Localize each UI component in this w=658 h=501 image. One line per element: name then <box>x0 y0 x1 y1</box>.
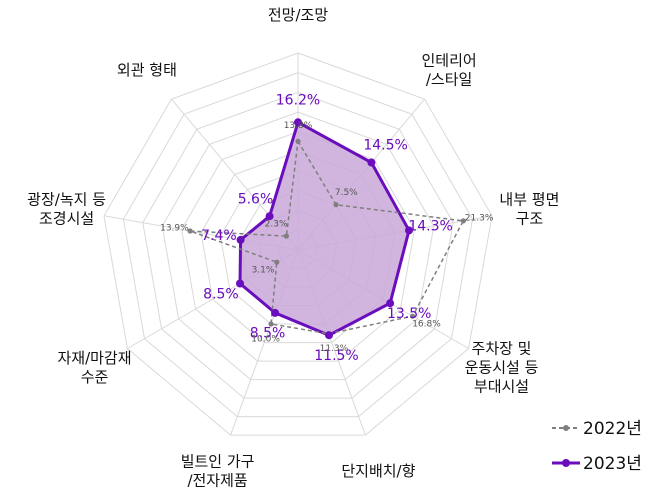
category-label: 내부 평면 구조 <box>499 190 559 227</box>
data-label-2022: 13.9% <box>160 224 189 234</box>
data-label-2022: 2.3% <box>265 219 288 229</box>
data-label-2023: 8.5% <box>250 326 286 342</box>
point-2023 <box>386 299 395 308</box>
point-2022 <box>460 218 466 224</box>
point-2022 <box>283 233 289 239</box>
legend-2022-marker <box>563 425 569 431</box>
grid-ring <box>181 131 415 362</box>
category-label: 단지배치/향 <box>341 461 415 479</box>
data-label-2023: 14.5% <box>363 138 407 154</box>
point-2022 <box>187 228 193 234</box>
data-label-2023: 8.5% <box>203 287 239 303</box>
point-2023 <box>294 118 302 127</box>
series-layer <box>187 118 466 340</box>
data-label-2023: 16.2% <box>276 92 320 108</box>
series-2023-area <box>238 120 411 337</box>
data-label-2022: 13.8% <box>284 121 313 131</box>
category-label: 광장/녹지 등 조경시설 <box>27 190 106 227</box>
point-2022 <box>295 138 301 144</box>
data-label-2022: 11.3% <box>320 344 349 354</box>
point-2023 <box>367 158 376 167</box>
point-2022 <box>268 321 274 327</box>
point-2023 <box>271 308 280 317</box>
category-label: 자재/마감재 수준 <box>57 349 131 386</box>
point-2023 <box>236 235 245 244</box>
category-label: 주차장 및 운동시설 등 부대시설 <box>465 339 539 395</box>
data-label-2023: 14.3% <box>408 219 452 235</box>
point-2022 <box>410 313 416 319</box>
point-2023 <box>236 279 244 288</box>
legend-2022-label: 2022년 <box>583 419 642 439</box>
label-layer: 16.2% 14.5% 14.3% 13.5% 11.5% 8.5% 8.5% 7.4% 5.6… <box>27 6 559 489</box>
data-label-2022: 16.8% <box>412 320 441 330</box>
grid-ring <box>161 111 435 381</box>
data-label-2022: 3.1% <box>252 266 275 276</box>
data-label-2023: 11.5% <box>314 348 358 364</box>
data-label-2022: 10.0% <box>251 335 280 345</box>
data-label-2022: 21.3% <box>465 214 494 224</box>
point-2023 <box>405 226 413 235</box>
legend: 2022년 2023년 <box>552 419 642 474</box>
data-label-2022: 7.5% <box>335 188 358 198</box>
data-label-2023: 5.6% <box>238 191 274 207</box>
point-2023 <box>325 331 333 340</box>
category-label: 인테리어/스타일 <box>421 51 476 88</box>
legend-2023-marker <box>562 459 570 467</box>
point-2022 <box>333 202 339 208</box>
category-label: 빌트인 가구/전자제품 <box>181 452 255 489</box>
grid-ring <box>122 72 474 418</box>
category-label: 외관 형태 <box>117 61 177 79</box>
data-label-2023: 7.4% <box>201 228 237 244</box>
data-label-2023: 13.5% <box>387 306 431 322</box>
grid-ring <box>142 91 454 399</box>
grid-ring <box>103 52 493 436</box>
legend-2023-label: 2023년 <box>583 454 642 474</box>
point-2023 <box>265 212 274 221</box>
point-2022 <box>274 259 280 265</box>
category-label: 전망/조망 <box>268 6 328 24</box>
